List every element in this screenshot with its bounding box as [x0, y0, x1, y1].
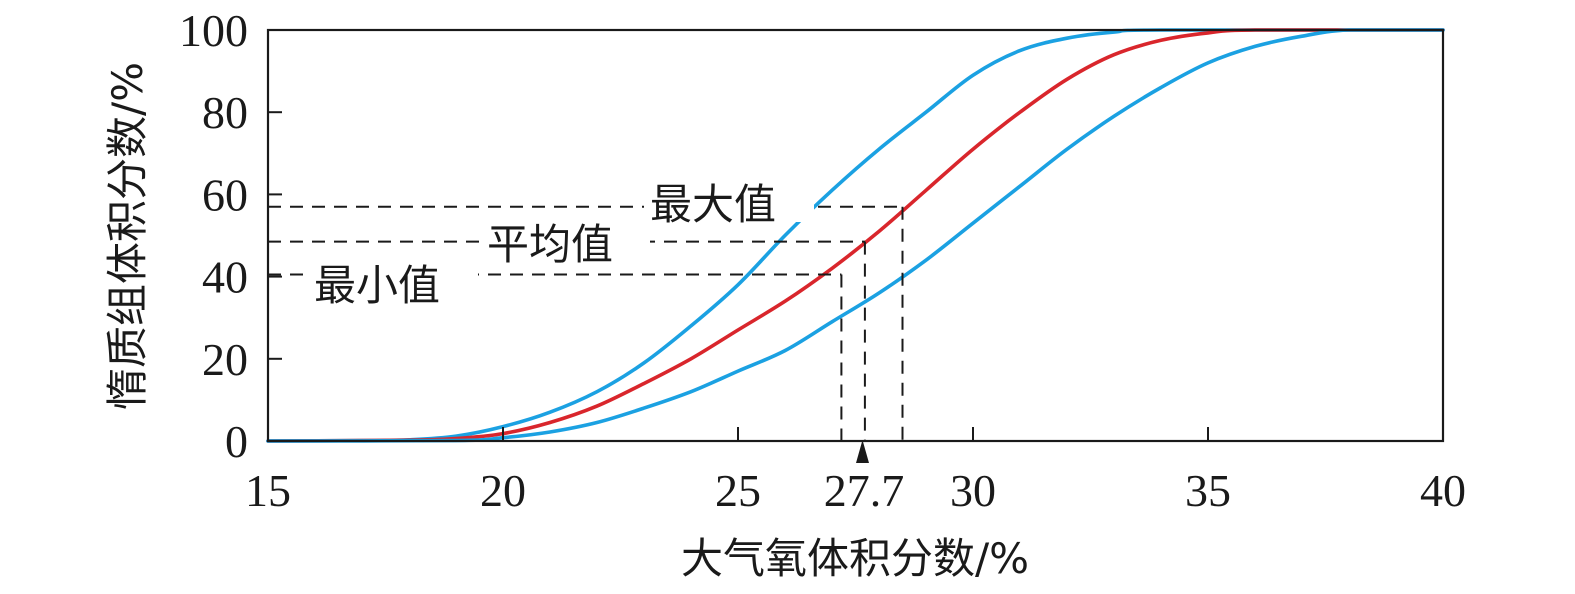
lower-bound-curve	[266, 28, 1445, 443]
x-tick-label: 40	[1420, 465, 1466, 516]
y-tick-label: 100	[179, 5, 248, 56]
plot-frame	[266, 28, 1445, 443]
x-tick-label: 20	[480, 465, 526, 516]
x-tick-label: 30	[950, 465, 996, 516]
curve-layer	[266, 28, 1445, 443]
min-value-label: 最小值	[314, 261, 440, 310]
y-tick-label: 60	[202, 169, 248, 220]
average-value-label: 平均值	[487, 220, 613, 269]
y-tick-label: 20	[202, 334, 248, 385]
max-value-label: 最大值	[650, 180, 776, 229]
average-curve	[266, 28, 1445, 443]
max-label-background	[644, 172, 814, 222]
tick-layer: 15 20 25 30 35 40 0 20 40 60 80 100	[179, 5, 1466, 516]
x-tick-label: 25	[715, 465, 761, 516]
x-axis-title: 大气氧体积分数/%	[681, 534, 1029, 583]
y-tick-label: 0	[225, 416, 248, 467]
x-tick-label: 35	[1185, 465, 1231, 516]
avg-label-background	[480, 215, 650, 267]
upper-bound-curve	[266, 28, 1445, 443]
average-marker-arrow	[856, 440, 869, 463]
y-tick-label: 80	[202, 87, 248, 138]
min-label-background	[308, 250, 478, 310]
highlight-tick-label: 27.7	[824, 465, 905, 516]
y-axis-title: 惰质组体积分数/%	[103, 62, 152, 410]
y-tick-label: 40	[202, 252, 248, 303]
x-tick-label: 15	[245, 465, 291, 516]
